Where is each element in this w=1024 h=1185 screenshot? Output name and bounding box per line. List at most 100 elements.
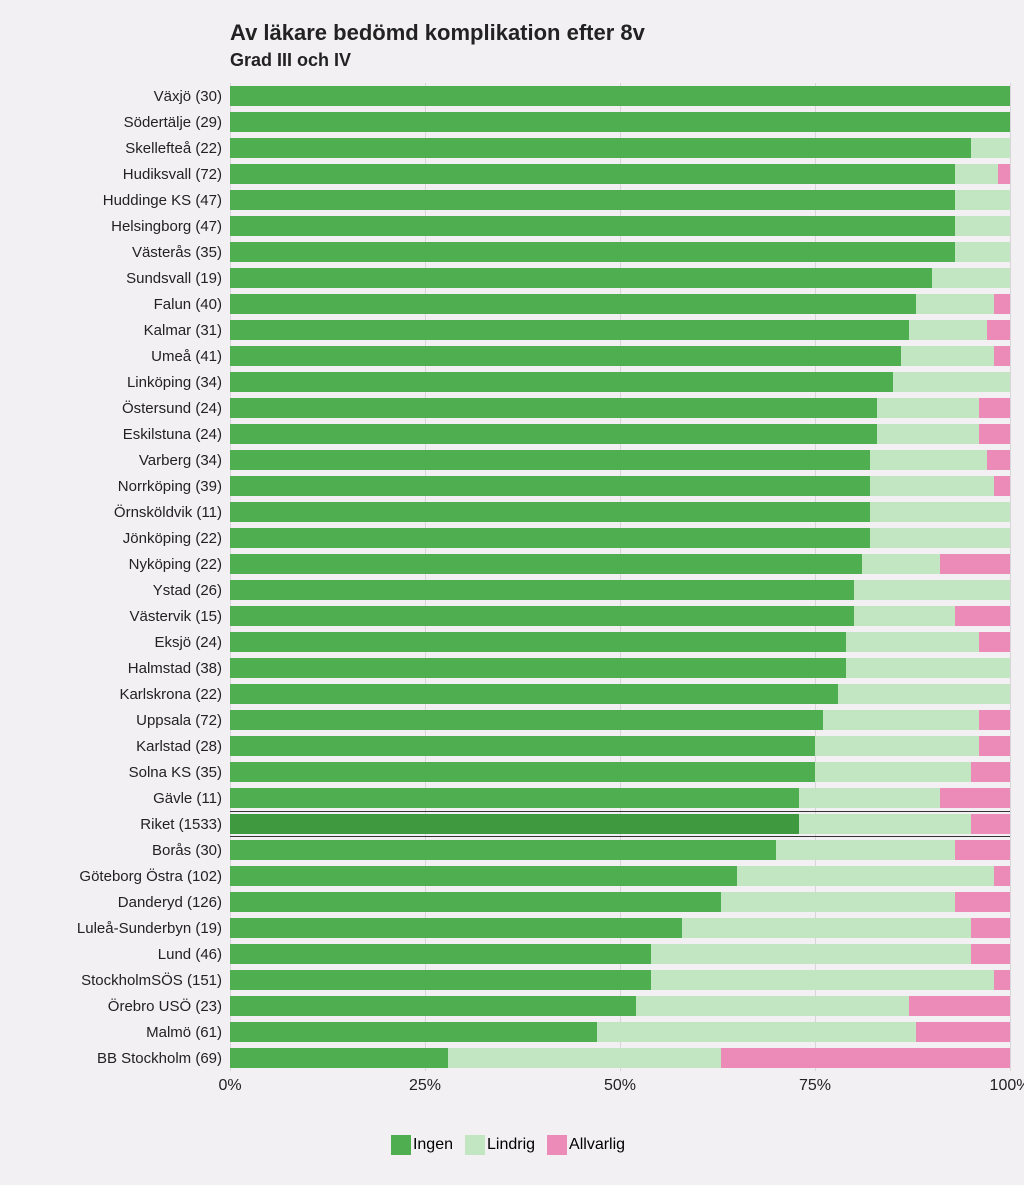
- bar-segment-lindrig: [893, 372, 1010, 392]
- legend: IngenLindrigAllvarlig: [20, 1135, 1004, 1155]
- table-row: Eskilstuna (24): [230, 421, 1010, 447]
- row-label: Sundsvall (19): [20, 270, 230, 287]
- bar-segment-allvarlig: [979, 398, 1010, 418]
- bar-segment-lindrig: [815, 762, 971, 782]
- table-row: Solna KS (35): [230, 759, 1010, 785]
- bar-track: [230, 970, 1010, 990]
- bar-rows: Växjö (30)Södertälje (29)Skellefteå (22)…: [230, 83, 1010, 1071]
- bar-segment-allvarlig: [979, 424, 1010, 444]
- gridline: [1010, 83, 1011, 1071]
- legend-item-ingen: Ingen: [391, 1135, 453, 1155]
- row-label: Luleå-Sunderbyn (19): [20, 920, 230, 937]
- table-row: Huddinge KS (47): [230, 187, 1010, 213]
- bar-segment-lindrig: [846, 658, 1010, 678]
- bar-segment-lindrig: [870, 528, 1010, 548]
- bar-segment-ingen: [230, 892, 721, 912]
- bar-segment-lindrig: [854, 606, 955, 626]
- x-tick: 0%: [218, 1077, 241, 1095]
- row-label: Örebro USÖ (23): [20, 998, 230, 1015]
- row-label: Helsingborg (47): [20, 218, 230, 235]
- row-label: Nyköping (22): [20, 556, 230, 573]
- table-row: Eksjö (24): [230, 629, 1010, 655]
- row-label: Halmstad (38): [20, 660, 230, 677]
- bar-segment-allvarlig: [916, 1022, 1010, 1042]
- row-label: Uppsala (72): [20, 712, 230, 729]
- row-label: Falun (40): [20, 296, 230, 313]
- bar-track: [230, 840, 1010, 860]
- bar-track: [230, 346, 1010, 366]
- bar-segment-ingen: [230, 840, 776, 860]
- table-row: Västervik (15): [230, 603, 1010, 629]
- table-row: Karlskrona (22): [230, 681, 1010, 707]
- table-row: Gävle (11): [230, 785, 1010, 811]
- bar-segment-ingen: [230, 398, 877, 418]
- bar-segment-lindrig: [955, 190, 1010, 210]
- bar-segment-allvarlig: [998, 164, 1010, 184]
- bar-segment-ingen: [230, 788, 799, 808]
- row-label: Lund (46): [20, 946, 230, 963]
- row-label: Huddinge KS (47): [20, 192, 230, 209]
- bar-segment-lindrig: [838, 684, 1010, 704]
- table-row: Uppsala (72): [230, 707, 1010, 733]
- legend-label: Ingen: [413, 1136, 453, 1154]
- row-label: Växjö (30): [20, 88, 230, 105]
- bar-track: [230, 86, 1010, 106]
- bar-segment-lindrig: [901, 346, 995, 366]
- bar-segment-lindrig: [909, 320, 987, 340]
- bar-track: [230, 372, 1010, 392]
- bar-segment-ingen: [230, 528, 870, 548]
- table-row: Karlstad (28): [230, 733, 1010, 759]
- bar-segment-lindrig: [955, 216, 1010, 236]
- bar-track: [230, 242, 1010, 262]
- bar-segment-lindrig: [636, 996, 909, 1016]
- bar-segment-ingen: [230, 554, 862, 574]
- bar-track: [230, 424, 1010, 444]
- legend-swatch: [391, 1135, 411, 1155]
- bar-segment-ingen: [230, 736, 815, 756]
- bar-segment-allvarlig: [940, 788, 1010, 808]
- bar-track: [230, 814, 1010, 834]
- bar-track: [230, 528, 1010, 548]
- bar-track: [230, 216, 1010, 236]
- bar-segment-lindrig: [870, 476, 995, 496]
- bar-segment-lindrig: [776, 840, 955, 860]
- table-row: Umeå (41): [230, 343, 1010, 369]
- row-label: Eskilstuna (24): [20, 426, 230, 443]
- table-row: Kalmar (31): [230, 317, 1010, 343]
- bar-segment-lindrig: [916, 294, 994, 314]
- table-row: Norrköping (39): [230, 473, 1010, 499]
- bar-segment-allvarlig: [971, 918, 1010, 938]
- bar-segment-ingen: [230, 476, 870, 496]
- bar-segment-ingen: [230, 190, 955, 210]
- bar-segment-allvarlig: [955, 606, 1010, 626]
- bar-track: [230, 450, 1010, 470]
- bar-track: [230, 658, 1010, 678]
- bar-segment-lindrig: [823, 710, 979, 730]
- table-row: Örnsköldvik (11): [230, 499, 1010, 525]
- bar-track: [230, 580, 1010, 600]
- x-tick: 100%: [990, 1077, 1024, 1095]
- legend-label: Lindrig: [487, 1136, 535, 1154]
- bar-segment-lindrig: [932, 268, 1010, 288]
- bar-segment-ingen: [230, 918, 682, 938]
- legend-item-lindrig: Lindrig: [465, 1135, 535, 1155]
- row-label: Örnsköldvik (11): [20, 504, 230, 521]
- bar-segment-lindrig: [955, 164, 998, 184]
- bar-segment-ingen: [230, 216, 955, 236]
- bar-segment-ingen: [230, 658, 846, 678]
- bar-segment-lindrig: [877, 424, 978, 444]
- bar-segment-ingen: [230, 684, 838, 704]
- bar-segment-ingen: [230, 866, 737, 886]
- table-row: Sundsvall (19): [230, 265, 1010, 291]
- bar-segment-allvarlig: [940, 554, 1010, 574]
- bar-segment-ingen: [230, 450, 870, 470]
- bar-segment-lindrig: [877, 398, 978, 418]
- bar-segment-lindrig: [799, 814, 971, 834]
- bar-segment-lindrig: [737, 866, 994, 886]
- bar-segment-allvarlig: [987, 320, 1010, 340]
- bar-segment-ingen: [230, 164, 955, 184]
- row-label: Östersund (24): [20, 400, 230, 417]
- bar-segment-lindrig: [721, 892, 955, 912]
- bar-segment-ingen: [230, 320, 909, 340]
- bar-track: [230, 1048, 1010, 1068]
